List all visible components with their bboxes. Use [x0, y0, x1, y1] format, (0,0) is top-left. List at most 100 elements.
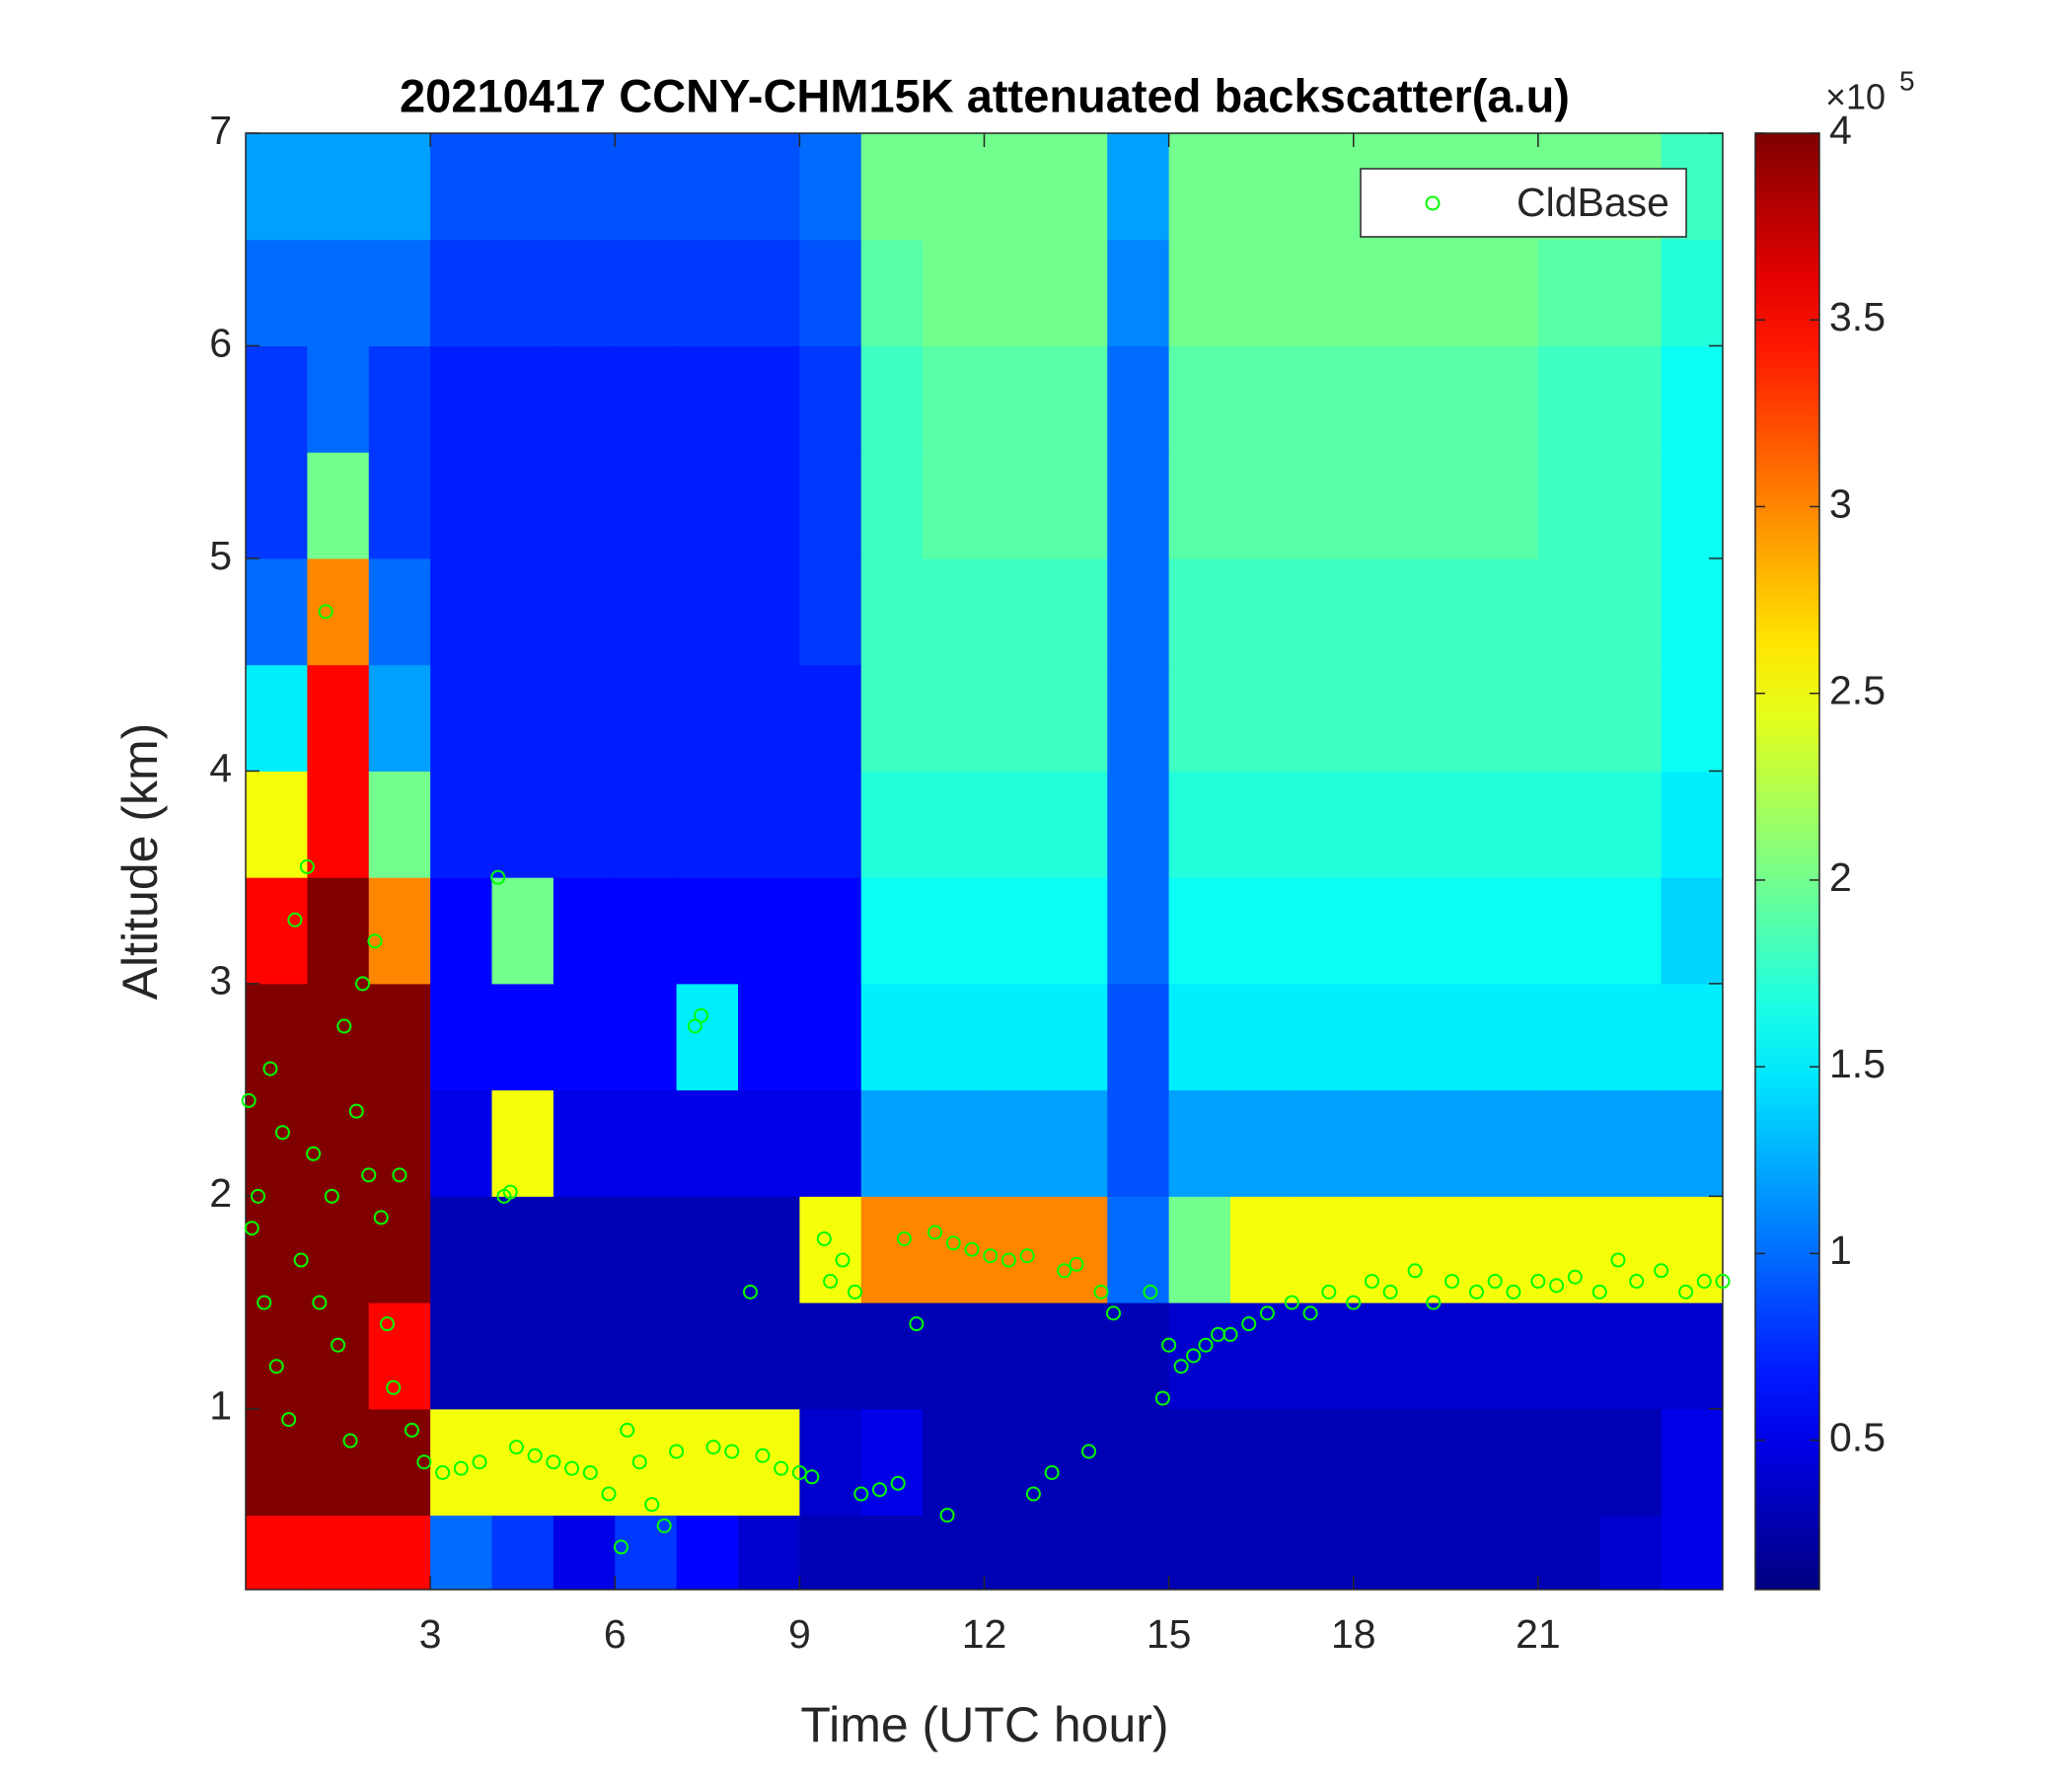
heatmap-cell [738, 239, 800, 346]
heatmap-cell [1168, 239, 1231, 346]
cloud-base-point [644, 1497, 660, 1513]
legend-label: CldBase [1517, 180, 1669, 225]
heatmap-cell [923, 771, 985, 878]
heatmap-cell [1353, 1302, 1416, 1410]
heatmap-cell [1537, 239, 1600, 346]
heatmap-cell [430, 983, 492, 1091]
heatmap-cell [923, 133, 985, 241]
heatmap-cell [1230, 1302, 1293, 1410]
heatmap-cell [1353, 877, 1416, 985]
heatmap-cell [246, 1302, 308, 1410]
heatmap-cell [1230, 1196, 1293, 1303]
heatmap-cell [246, 345, 308, 453]
heatmap-cell [1599, 345, 1663, 453]
cloud-base-point [404, 1422, 419, 1438]
heatmap-cell [799, 877, 862, 985]
y-tick-label: 5 [209, 533, 232, 578]
heatmap-cell [1168, 877, 1231, 985]
heatmap-cell [1292, 345, 1355, 453]
heatmap-cell [491, 664, 555, 772]
heatmap-cell [1353, 664, 1416, 772]
heatmap-cell [307, 664, 370, 772]
heatmap-cell [676, 1196, 739, 1303]
cloud-base-point [1154, 1390, 1170, 1406]
heatmap-cell [738, 452, 800, 559]
heatmap-cell [799, 1515, 862, 1591]
heatmap-cell [860, 1408, 924, 1517]
heatmap-cell [430, 239, 492, 346]
heatmap-cell [553, 1302, 616, 1410]
cloud-base-point [367, 933, 383, 949]
heatmap-cell [1353, 1515, 1416, 1591]
cloud-base-point [1610, 1252, 1626, 1268]
heatmap-cell [1353, 1196, 1416, 1303]
cloud-base-point [601, 1486, 617, 1502]
cloud-base-point [262, 1061, 278, 1076]
heatmap-cell [1476, 1515, 1539, 1591]
heatmap-cell [1230, 1408, 1293, 1517]
y-tick-label: 7 [209, 108, 232, 153]
heatmap-cell [553, 557, 616, 666]
heatmap-cell [1045, 983, 1108, 1091]
cloud-base-point [1259, 1305, 1275, 1321]
cloud-base-point [1382, 1284, 1398, 1299]
heatmap-cell [1045, 239, 1108, 346]
heatmap-cell [1045, 452, 1108, 559]
colorbar-tick-label: 3.5 [1829, 294, 1886, 339]
cloud-base-point [490, 869, 506, 885]
heatmap-cell [984, 664, 1047, 772]
heatmap-cell [676, 771, 739, 878]
heatmap-cell [1537, 1089, 1600, 1197]
heatmap-cell [615, 345, 678, 453]
heatmap-cell [1415, 771, 1477, 878]
cloud-base-point [964, 1241, 980, 1257]
heatmap-cell [491, 877, 555, 985]
heatmap-cell [923, 557, 985, 666]
cloud-base-point [983, 1248, 999, 1264]
cloud-base-point [1105, 1305, 1121, 1321]
heatmap-cell [246, 1196, 308, 1303]
heatmap-cell [1230, 133, 1293, 241]
cloud-base-point [1198, 1337, 1214, 1353]
heatmap-cell [553, 1408, 616, 1517]
heatmap-cell [984, 133, 1047, 241]
heatmap-cell [1599, 1302, 1663, 1410]
heatmap-cell [1415, 452, 1477, 559]
colorbar [1754, 132, 1820, 1591]
heatmap-cell [923, 1089, 985, 1197]
heatmap-cell [615, 983, 678, 1091]
y-tick-label: 1 [209, 1383, 232, 1429]
cloud-base-point [331, 1337, 346, 1353]
heatmap-cell [553, 239, 616, 346]
heatmap-cell [1230, 983, 1293, 1091]
heatmap-cell [1353, 345, 1416, 453]
heatmap-cell [984, 557, 1047, 666]
cloud-base-point [373, 1210, 389, 1225]
heatmap-cell [1599, 1196, 1663, 1303]
heatmap-cell [1353, 557, 1416, 666]
heatmap-cell [307, 1196, 370, 1303]
heatmap-cell [491, 1302, 555, 1410]
heatmap-cell [307, 983, 370, 1091]
heatmap-cell [491, 1515, 555, 1591]
heatmap-cell [923, 239, 985, 346]
heatmap-cell [923, 452, 985, 559]
heatmap-cell [1537, 1196, 1600, 1303]
heatmap-cell [1537, 1302, 1600, 1410]
heatmap-cell [307, 557, 370, 666]
heatmap-cell [1168, 557, 1231, 666]
heatmap-cell [860, 557, 924, 666]
heatmap-cell [1599, 1515, 1663, 1591]
heatmap-cell [491, 557, 555, 666]
heatmap-cell [246, 983, 308, 1091]
heatmap-cell [553, 1196, 616, 1303]
heatmap-cell [1292, 877, 1355, 985]
cloud-base-point [1506, 1284, 1521, 1299]
heatmap-cell [799, 1196, 862, 1303]
heatmap-cell [860, 133, 924, 241]
cloud-base-point [816, 1230, 832, 1246]
cloud-base-point [945, 1235, 961, 1251]
heatmap-cell [676, 133, 739, 241]
heatmap-cell [984, 1196, 1047, 1303]
heatmap-cell [1230, 1089, 1293, 1197]
